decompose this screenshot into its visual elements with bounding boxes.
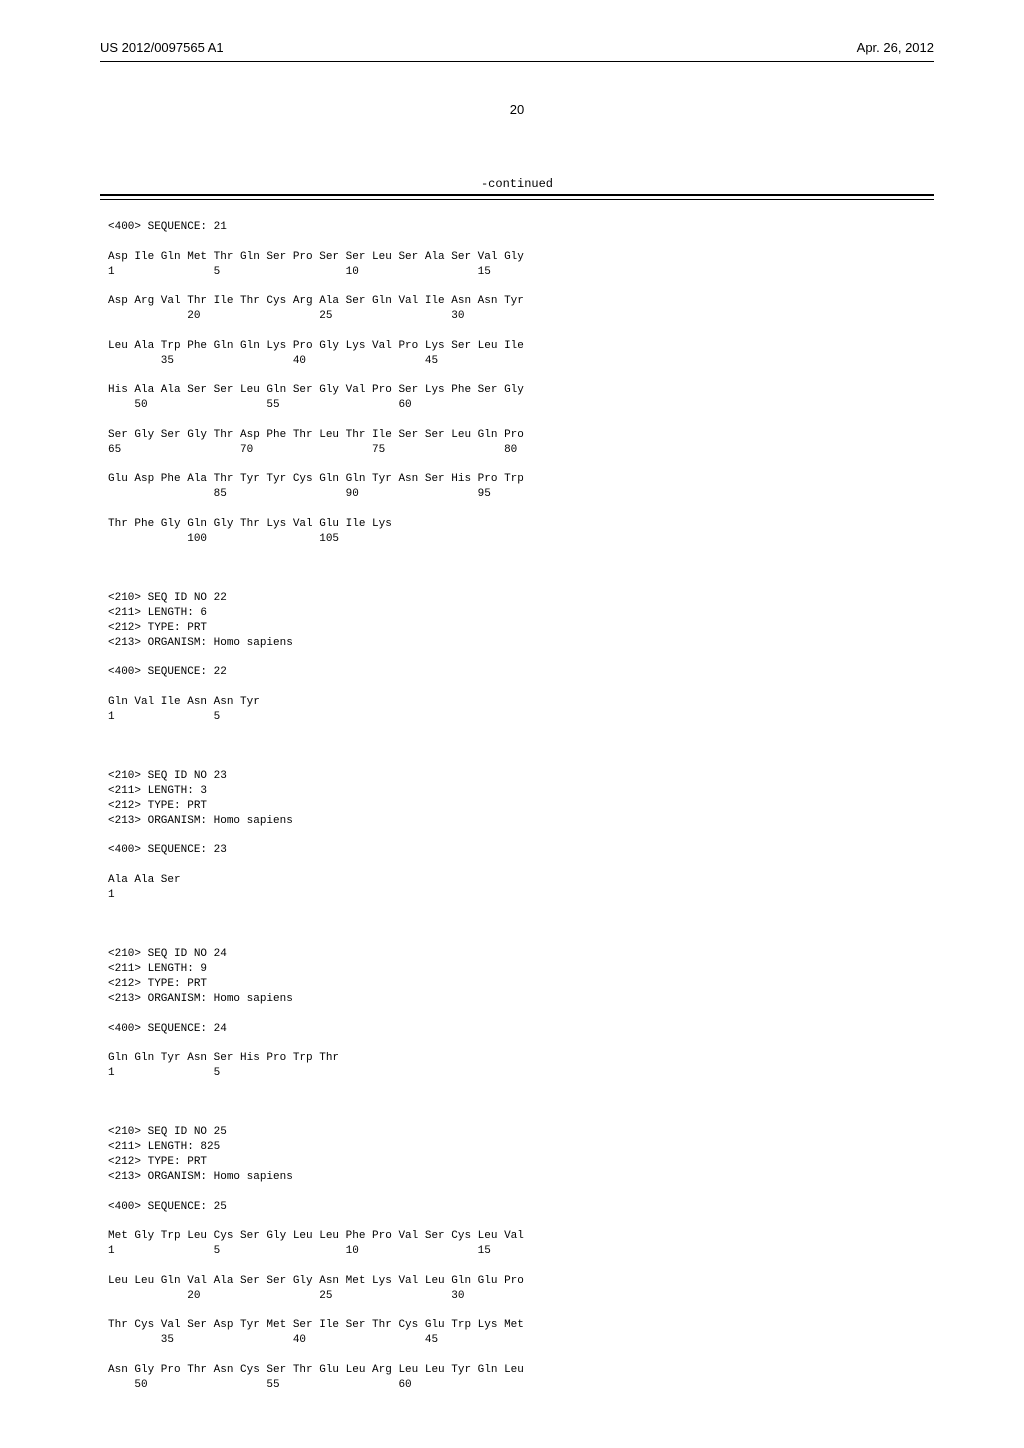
- header-rule: [100, 61, 934, 62]
- continued-label: -continued: [100, 177, 934, 191]
- publication-number: US 2012/0097565 A1: [100, 40, 224, 55]
- page-header: US 2012/0097565 A1 Apr. 26, 2012: [100, 40, 934, 55]
- sequence-listing: <400> SEQUENCE: 21 Asp Ile Gln Met Thr G…: [108, 220, 934, 1408]
- page-number: 20: [100, 102, 934, 117]
- publication-date: Apr. 26, 2012: [857, 40, 934, 55]
- section-rule: [100, 194, 934, 200]
